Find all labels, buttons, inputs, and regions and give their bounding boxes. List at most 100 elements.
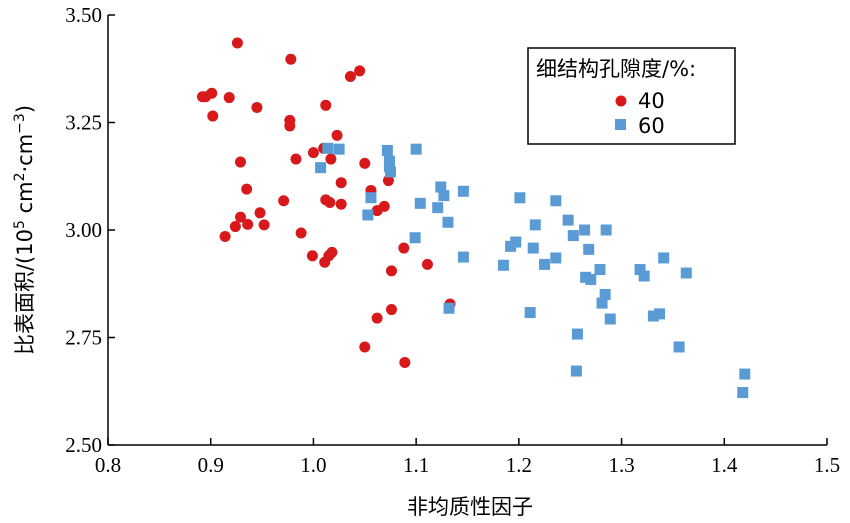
data-point-series-60 [524,307,536,319]
data-point-series-40 [231,37,243,49]
data-point-series-40 [242,218,254,230]
data-point-series-40 [306,250,318,262]
legend-title: 细结构孔隙度/%: [536,57,696,81]
data-point-series-40 [258,219,270,231]
data-point-series-60 [505,240,517,252]
x-tick-label: 1.4 [711,453,738,477]
data-point-series-40 [421,258,433,270]
data-point-series-40 [398,242,410,254]
data-point-series-60 [583,243,595,255]
y-tick-label: 2.75 [65,326,102,350]
legend-marker-40 [615,95,627,107]
data-point-series-60 [600,224,612,236]
data-point-series-40 [284,120,296,132]
x-tick-label: 0.8 [95,453,121,477]
data-point-series-60 [414,197,426,209]
data-point-series-40 [324,196,336,208]
data-point-series-40 [278,195,290,207]
data-point-series-60 [567,230,579,242]
data-point-series-40 [196,91,208,103]
data-point-series-60 [443,302,455,314]
data-point-series-60 [442,216,454,228]
data-point-series-60 [571,328,583,340]
data-point-series-60 [594,264,606,276]
data-point-series-40 [254,207,266,219]
data-point-series-60 [409,232,421,244]
data-point-series-40 [385,304,397,316]
data-point-series-60 [550,252,562,264]
data-point-series-60 [579,224,591,236]
data-point-series-60 [658,252,670,264]
data-point-series-60 [599,289,611,300]
y-axis-label-exp1: 5 [12,220,28,229]
data-point-series-60 [384,166,396,178]
data-point-series-60 [570,365,582,377]
x-tick-label: 1.3 [608,453,634,477]
data-point-series-60 [737,387,749,399]
x-tick-label: 1.2 [506,453,532,477]
y-tick-label: 3.50 [65,3,102,27]
data-point-series-40 [399,356,411,368]
data-point-series-40 [382,175,394,187]
data-point-series-40 [251,101,263,113]
data-point-series-40 [219,230,231,242]
y-axis-label-exp2: 2 [12,173,28,182]
data-point-series-60 [647,310,659,322]
tick-labels: 0.8 0.9 1.0 1.1 1.2 1.3 1.4 1.5 2.50 2.75 3.00 3.25… [65,3,840,477]
data-point-series-60 [514,192,526,204]
legend-label-60: 60 [638,114,665,138]
data-point-series-40 [331,129,343,141]
x-tick-label: 1.0 [300,453,326,477]
y-axis-label-mid2: ·cm [13,134,37,173]
legend-marker-60 [615,119,626,130]
data-point-series-60 [654,308,666,320]
legend-label-40: 40 [638,89,665,113]
data-point-series-40 [354,65,366,77]
data-point-series-60 [527,242,539,254]
data-point-series-40 [229,221,241,233]
data-point-series-60 [550,195,562,207]
data-point-series-60 [634,264,646,276]
data-point-series-60 [457,251,469,263]
data-point-series-40 [241,183,253,195]
data-point-series-40 [371,205,383,217]
data-point-series-40 [285,53,297,65]
data-point-series-60 [497,259,509,271]
data-point-series-60 [362,209,374,221]
data-point-series-40 [335,198,347,210]
y-tick-label: 2.50 [65,433,102,457]
data-point-series-40 [344,70,356,82]
data-point-series-60 [410,143,422,155]
data-point-series-60 [383,160,395,172]
data-point-series-60 [638,270,650,282]
y-axis-label-exp3: −3 [12,113,28,134]
data-point-series-60 [432,202,444,214]
y-axis-label-mid: cm [13,181,37,220]
data-point-series-40 [371,312,383,324]
y-axis-label-main: 比表面积/(10 [13,229,37,355]
tick-marks [107,14,828,446]
data-point-series-40 [290,153,302,165]
data-point-series-60 [680,267,692,279]
data-point-series-60 [562,214,574,226]
data-point-series-40 [319,256,331,268]
data-point-series-40 [295,227,307,239]
x-tick-label: 0.9 [198,453,224,477]
y-tick-label: 3.25 [65,111,102,135]
x-tick-label: 1.5 [814,453,840,477]
data-point-series-40 [207,110,219,122]
data-point-series-60 [365,192,377,204]
y-axis-label: 比表面积/(105 cm2·cm−3) [12,105,37,355]
y-axis-label-end: ) [13,105,37,113]
data-point-series-60 [596,297,608,309]
data-point-series-40 [206,87,218,99]
legend: 细结构孔隙度/%: 40 60 [527,47,736,145]
data-point-series-60 [673,341,685,353]
data-point-series-60 [539,258,551,270]
data-point-series-60 [381,144,393,156]
data-point-series-60 [457,185,469,197]
data-point-series-60 [604,313,616,325]
data-points [196,37,751,399]
legend-box [527,47,736,145]
